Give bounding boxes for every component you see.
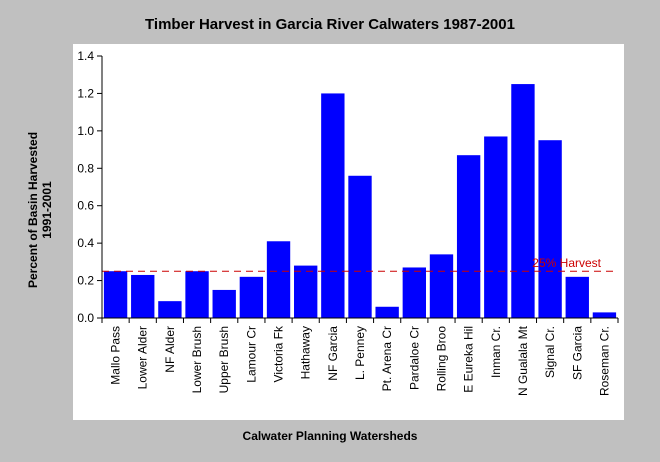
- bar-10: [375, 306, 399, 318]
- y-tick-label-3: 0.6: [77, 199, 94, 213]
- x-tick-label-16: Signal Cr.: [543, 326, 557, 378]
- x-tick-label-6: Victoria Fk: [272, 325, 286, 382]
- x-labels-group: Mallo Pass Lower Alder NF Alder Lower Brush…: [101, 318, 619, 396]
- chart-title: Timber Harvest in Garcia River Calwaters…: [145, 16, 515, 33]
- bar-15: [511, 84, 535, 318]
- y-tick-label-4: 0.8: [77, 161, 94, 175]
- bar-14: [484, 136, 508, 318]
- x-tick-label-13: E Eureka Hil: [462, 326, 476, 393]
- x-tick-label-18: Roseman Cr.: [597, 326, 611, 396]
- bar-18: [592, 312, 617, 318]
- axes-group: [101, 56, 618, 319]
- y-tick-label-0: 0.0: [77, 311, 94, 325]
- y-axis-label-line1: Percent of Basin Harvested: [26, 132, 40, 288]
- bars-group: [103, 84, 617, 319]
- x-tick-label-11: Pardaloe Cr: [407, 326, 421, 390]
- x-tick-label-7: Hathaway: [299, 326, 313, 379]
- bar-6: [266, 241, 291, 318]
- x-tick-label-5: Lamour Cr: [244, 326, 258, 383]
- y-tick-label-7: 1.4: [77, 49, 94, 63]
- reference-line-group: 25% Harvest: [102, 256, 614, 272]
- bar-3: [185, 271, 209, 318]
- x-tick-label-4: Upper Brush: [217, 326, 231, 393]
- y-axis-label-line2: 1991-2001: [40, 181, 54, 239]
- x-tick-label-14: Inman Cr.: [489, 326, 503, 378]
- y-tick-label-1: 0.2: [77, 274, 94, 288]
- x-tick-label-12: Rolling Broo: [434, 326, 448, 392]
- x-tick-label-8: NF Garcia: [326, 326, 340, 381]
- x-tick-label-2: NF Alder: [163, 326, 177, 373]
- bar-0: [103, 271, 128, 318]
- x-axis-label: Calwater Planning Watersheds: [243, 429, 418, 443]
- x-tick-label-1: Lower Alder: [136, 326, 150, 389]
- bar-12: [429, 254, 454, 318]
- bar-8: [321, 93, 345, 319]
- bar-9: [348, 175, 372, 318]
- y-tick-label-5: 1.0: [77, 124, 94, 138]
- bar-17: [565, 276, 589, 318]
- x-tick-label-17: SF Garcia: [570, 326, 584, 380]
- x-tick-label-9: L. Penney: [353, 326, 367, 380]
- bar-11: [402, 267, 426, 318]
- y-tick-label-6: 1.2: [77, 86, 94, 100]
- bar-1: [131, 274, 155, 318]
- x-tick-label-0: Mallo Pass: [109, 326, 123, 385]
- bar-13: [456, 155, 481, 318]
- y-ticks-group: 0.0 0.2 0.4 0.6 0.8 1.0 1.2 1.4: [77, 49, 102, 325]
- bar-2: [158, 301, 182, 318]
- bar-5: [239, 276, 264, 318]
- x-tick-label-15: N Gualala Mt: [516, 325, 530, 396]
- y-tick-label-2: 0.4: [77, 236, 94, 250]
- bar-4: [212, 289, 236, 318]
- bar-16: [538, 140, 562, 318]
- x-tick-label-10: Pt. Arena Cr: [380, 326, 394, 391]
- x-tick-label-3: Lower Brush: [190, 326, 204, 393]
- bar-7: [294, 265, 318, 318]
- reference-line-label: 25% Harvest: [532, 256, 601, 270]
